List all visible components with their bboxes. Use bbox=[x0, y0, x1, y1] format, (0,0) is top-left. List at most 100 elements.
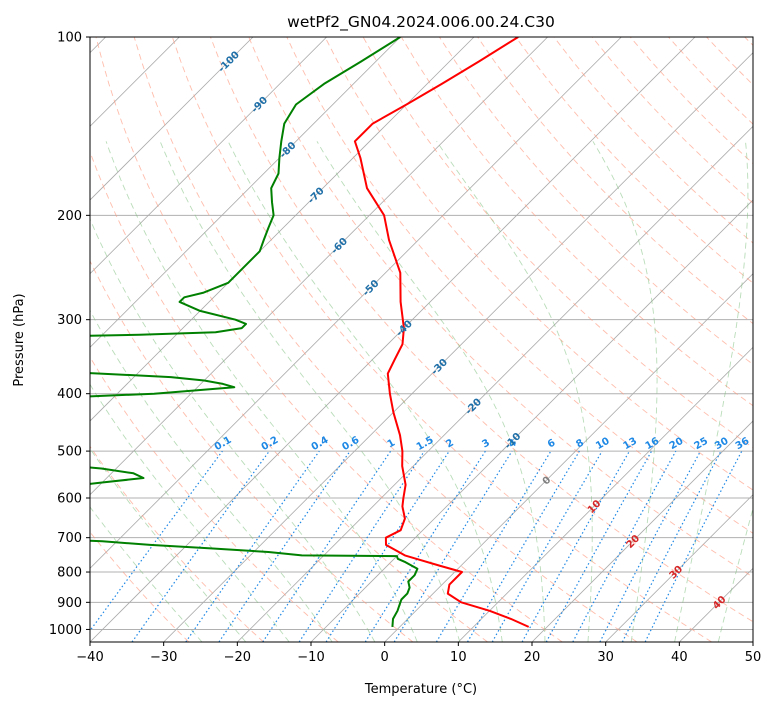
moist-adiabat-line bbox=[316, 141, 546, 642]
mixing-ratio-line bbox=[393, 450, 513, 642]
isotherm-line bbox=[90, 37, 327, 275]
dewpoint-profile bbox=[90, 37, 419, 627]
isotherm-line bbox=[90, 37, 254, 201]
mixing-ratio-line bbox=[90, 450, 223, 632]
dry-adiabat-line bbox=[477, 37, 753, 325]
mixing-ratio-label: 6 bbox=[546, 437, 558, 450]
isotherm-label: -90 bbox=[250, 95, 271, 116]
dry-adiabat-line bbox=[90, 445, 264, 642]
y-tick-label: 400 bbox=[57, 387, 82, 402]
moist-adiabat-line bbox=[227, 141, 503, 642]
isotherm-line bbox=[237, 125, 753, 642]
mixing-ratio-line bbox=[644, 450, 743, 642]
x-tick-label: 10 bbox=[450, 650, 467, 665]
mixing-ratio-line bbox=[218, 450, 351, 642]
moist-adiabat-line bbox=[90, 506, 203, 642]
plot-frame bbox=[89, 36, 754, 643]
isotherm-label: 10 bbox=[586, 498, 604, 516]
series-layer bbox=[90, 37, 530, 628]
mixing-ratio-label: 20 bbox=[668, 436, 686, 453]
isotherm-line bbox=[90, 37, 548, 496]
x-tick-label: 30 bbox=[597, 650, 614, 665]
label-layer: 0.1 0.2 0.4 0.6 1 1.5 2 3 4 6 8 10 13 16 20 25 30 36-100-… bbox=[213, 49, 752, 611]
isotherm-label: -50 bbox=[361, 278, 382, 299]
isotherm-line bbox=[752, 641, 753, 642]
x-tick-label: −10 bbox=[297, 650, 324, 665]
dry-adiabat-line bbox=[744, 37, 753, 47]
dry-adiabat-line bbox=[591, 37, 753, 204]
isotherm-label: 0 bbox=[541, 475, 554, 488]
y-tick-label: 100 bbox=[57, 31, 82, 46]
y-tick-label: 500 bbox=[57, 445, 82, 460]
mixing-ratio-line bbox=[325, 450, 450, 642]
mixing-ratio-label: 16 bbox=[644, 436, 662, 453]
moist-adiabat-line bbox=[105, 141, 418, 642]
y-axis-label: Pressure (hPa) bbox=[12, 293, 27, 386]
dry-adiabat-line bbox=[324, 37, 753, 491]
mixing-ratio-line bbox=[185, 450, 320, 642]
moist-adiabat-line bbox=[90, 309, 333, 642]
mixing-ratio-line bbox=[572, 450, 677, 642]
dry-adiabat-line bbox=[668, 37, 753, 125]
y-tick-label: 200 bbox=[57, 209, 82, 224]
mixing-ratio-line bbox=[262, 450, 392, 642]
dry-adiabat-line bbox=[210, 37, 753, 623]
moist-adiabat-line bbox=[717, 506, 753, 642]
isotherm-line bbox=[163, 52, 753, 642]
mixing-ratio-label: 3 bbox=[480, 437, 492, 450]
moist-adiabat-line bbox=[674, 141, 749, 642]
isotherm-line bbox=[310, 199, 753, 642]
isotherm-label: -30 bbox=[430, 357, 451, 378]
dry-adiabat-line bbox=[90, 356, 339, 642]
isotherm-label: -10 bbox=[503, 431, 524, 452]
isotherm-line bbox=[90, 37, 622, 569]
x-tick-label: 50 bbox=[745, 650, 762, 665]
isotherm-label: -20 bbox=[464, 397, 485, 418]
isotherm-line bbox=[90, 37, 475, 422]
mixing-ratio-label: 0.6 bbox=[340, 435, 361, 453]
y-tick-label: 900 bbox=[57, 596, 82, 611]
isotherm-line bbox=[458, 346, 753, 642]
x-axis-label: Temperature (°C) bbox=[364, 682, 477, 697]
temperature-profile bbox=[353, 37, 530, 628]
dry-adiabat-line bbox=[90, 259, 414, 642]
y-tick-label: 1000 bbox=[49, 623, 82, 638]
x-axis: −40 −30 −20 −10 0 10 20 30 40 50 bbox=[76, 642, 761, 665]
mixing-ratio-label: 2 bbox=[444, 437, 456, 450]
x-tick-label: 20 bbox=[524, 650, 541, 665]
mixing-ratio-line bbox=[298, 450, 425, 642]
isotherm-line bbox=[531, 420, 753, 642]
mixing-ratio-line bbox=[545, 450, 653, 642]
dry-adiabat-line bbox=[286, 37, 753, 534]
y-axis: 100 200 300 400 500 600 700 800 900 1000 bbox=[49, 31, 90, 638]
isotherm-line bbox=[605, 494, 753, 642]
mixing-ratio-label: 0.4 bbox=[310, 435, 331, 453]
chart-title: wetPf2_GN04.2024.006.00.24.C30 bbox=[287, 13, 555, 32]
y-tick-label: 700 bbox=[57, 531, 82, 546]
x-tick-label: −40 bbox=[76, 650, 103, 665]
mixing-ratio-label: 8 bbox=[574, 437, 586, 450]
moist-adiabat-line bbox=[592, 141, 658, 642]
isotherm-label: -60 bbox=[329, 236, 350, 257]
mixing-ratio-label: 30 bbox=[713, 436, 731, 453]
moist-adiabat-line bbox=[90, 383, 290, 642]
dry-adiabat-line bbox=[95, 37, 563, 642]
mixing-ratio-label: 10 bbox=[594, 436, 612, 453]
mixing-ratio-label: 0.1 bbox=[213, 435, 234, 453]
mixing-ratio-label: 1 bbox=[386, 437, 398, 450]
x-tick-label: 0 bbox=[381, 650, 389, 665]
moist-adiabat-line bbox=[90, 217, 376, 642]
isotherm-line bbox=[90, 37, 401, 348]
y-tick-label: 600 bbox=[57, 492, 82, 507]
mixing-ratio-label: 13 bbox=[621, 436, 639, 453]
dry-adiabat-line bbox=[171, 37, 712, 642]
mixing-ratio-label: 4 bbox=[507, 437, 519, 450]
y-tick-label: 300 bbox=[57, 313, 82, 328]
mixing-ratio-line bbox=[599, 450, 702, 642]
moist-adiabat-line bbox=[90, 447, 247, 642]
mixing-ratio-line bbox=[364, 450, 486, 642]
isotherm-label: 20 bbox=[625, 533, 643, 551]
dry-adiabat-line bbox=[248, 37, 753, 578]
isotherm-label: -40 bbox=[394, 319, 415, 340]
